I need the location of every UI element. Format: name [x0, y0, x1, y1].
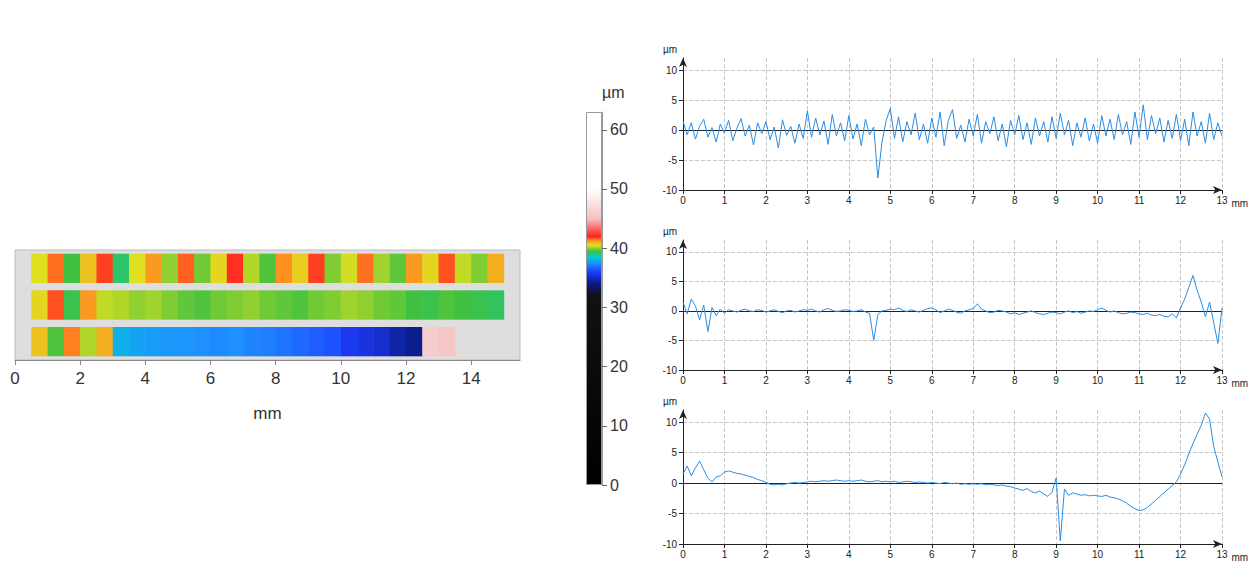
svg-text:5: 5 [671, 447, 677, 458]
svg-text:11: 11 [1134, 549, 1145, 560]
svg-text:-5: -5 [668, 155, 677, 166]
svg-text:7: 7 [970, 549, 976, 560]
svg-text:0: 0 [671, 478, 677, 489]
svg-text:4: 4 [141, 369, 150, 388]
svg-text:10: 10 [666, 417, 678, 428]
svg-text:10: 10 [1092, 195, 1104, 206]
svg-text:60: 60 [610, 121, 628, 138]
svg-text:20: 20 [610, 358, 628, 375]
svg-text:12: 12 [397, 369, 416, 388]
svg-text:10: 10 [666, 65, 678, 76]
svg-text:12: 12 [1175, 549, 1187, 560]
svg-text:14: 14 [462, 369, 481, 388]
svg-text:50: 50 [610, 180, 628, 197]
svg-text:9: 9 [1053, 195, 1059, 206]
svg-text:-10: -10 [663, 365, 678, 376]
svg-text:µm: µm [602, 84, 625, 101]
svg-text:10: 10 [331, 369, 350, 388]
svg-text:2: 2 [763, 375, 769, 386]
svg-text:5: 5 [671, 95, 677, 106]
svg-text:mm: mm [1231, 378, 1248, 389]
svg-text:-10: -10 [663, 539, 678, 550]
svg-text:6: 6 [929, 195, 935, 206]
svg-text:13: 13 [1216, 549, 1228, 560]
svg-text:µm: µm [663, 396, 677, 407]
svg-text:-5: -5 [668, 335, 677, 346]
svg-text:5: 5 [888, 375, 894, 386]
svg-text:2: 2 [763, 549, 769, 560]
svg-text:3: 3 [805, 375, 811, 386]
svg-text:5: 5 [671, 276, 677, 287]
svg-text:-10: -10 [663, 185, 678, 196]
svg-text:0: 0 [671, 125, 677, 136]
svg-text:10: 10 [1092, 375, 1104, 386]
svg-text:1: 1 [722, 195, 728, 206]
svg-text:11: 11 [1134, 195, 1145, 206]
svg-text:12: 12 [1175, 375, 1187, 386]
svg-text:5: 5 [888, 195, 894, 206]
svg-text:1: 1 [722, 549, 728, 560]
svg-text:0: 0 [610, 477, 619, 494]
svg-text:3: 3 [805, 549, 811, 560]
svg-text:13: 13 [1216, 195, 1228, 206]
svg-text:0: 0 [680, 195, 686, 206]
svg-text:6: 6 [206, 369, 215, 388]
svg-text:-5: -5 [668, 508, 677, 519]
svg-text:1: 1 [722, 375, 728, 386]
svg-text:mm: mm [1231, 198, 1248, 209]
svg-text:0: 0 [680, 375, 686, 386]
svg-text:mm: mm [253, 404, 281, 423]
svg-text:7: 7 [970, 195, 976, 206]
svg-text:10: 10 [1092, 549, 1104, 560]
svg-text:mm: mm [1231, 552, 1248, 563]
svg-text:2: 2 [763, 195, 769, 206]
svg-text:6: 6 [929, 375, 935, 386]
svg-text:8: 8 [1012, 375, 1018, 386]
svg-text:9: 9 [1053, 549, 1059, 560]
svg-text:3: 3 [805, 195, 811, 206]
svg-text:8: 8 [271, 369, 280, 388]
svg-text:2: 2 [75, 369, 84, 388]
svg-text:4: 4 [846, 195, 852, 206]
svg-text:9: 9 [1053, 375, 1059, 386]
svg-text:10: 10 [666, 246, 678, 257]
svg-text:4: 4 [846, 549, 852, 560]
svg-text:30: 30 [610, 299, 628, 316]
svg-text:8: 8 [1012, 549, 1018, 560]
svg-text:5: 5 [888, 549, 894, 560]
svg-text:7: 7 [970, 375, 976, 386]
svg-text:0: 0 [671, 305, 677, 316]
svg-text:8: 8 [1012, 195, 1018, 206]
svg-text:13: 13 [1216, 375, 1228, 386]
svg-text:12: 12 [1175, 195, 1187, 206]
svg-text:10: 10 [610, 417, 628, 434]
svg-text:6: 6 [929, 549, 935, 560]
svg-text:11: 11 [1134, 375, 1145, 386]
svg-text:µm: µm [663, 226, 677, 237]
svg-text:0: 0 [10, 369, 19, 388]
svg-text:40: 40 [610, 240, 628, 257]
svg-text:4: 4 [846, 375, 852, 386]
svg-text:0: 0 [680, 549, 686, 560]
svg-text:µm: µm [663, 44, 677, 55]
